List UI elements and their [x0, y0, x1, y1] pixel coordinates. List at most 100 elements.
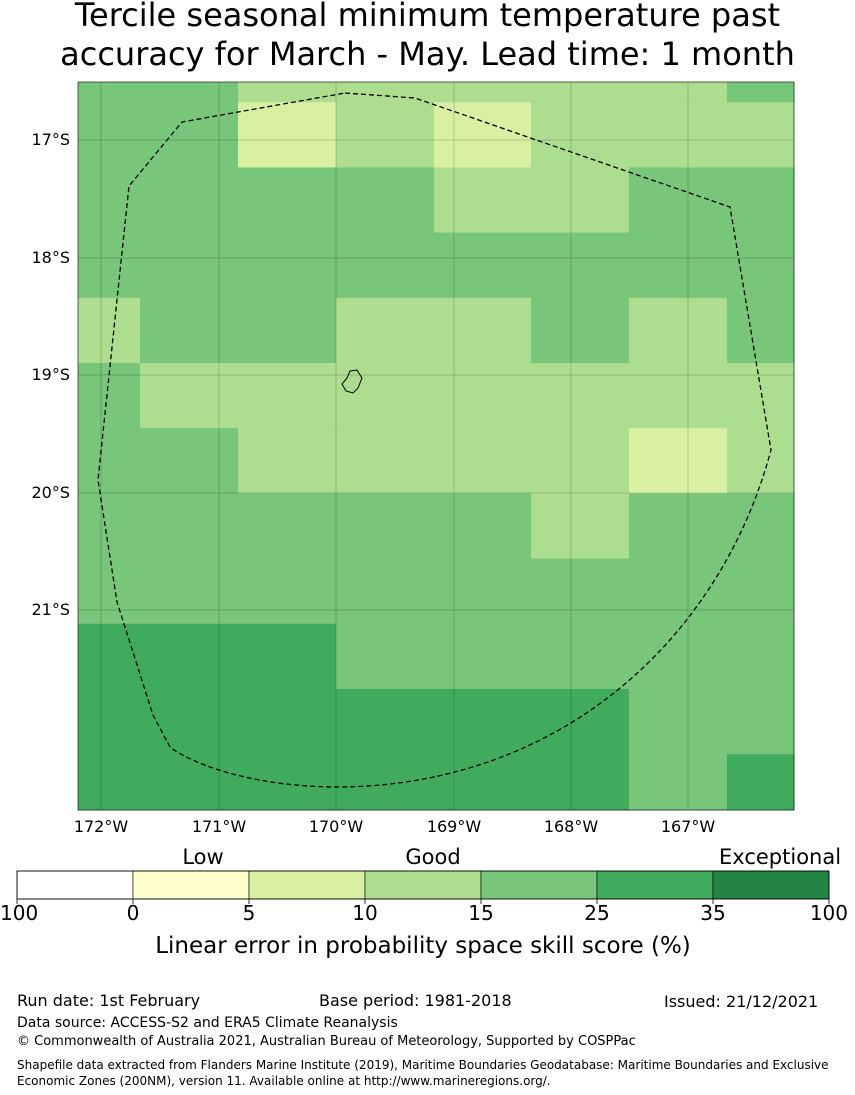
grid-cell [238, 363, 337, 429]
lon-label: 168°W [544, 817, 599, 836]
grid-cell [140, 82, 239, 103]
grid-cell [629, 363, 728, 429]
grid-cell [140, 623, 239, 690]
grid-cell [434, 493, 532, 560]
colorbar-tick-label: 10 [352, 901, 377, 925]
base-period: Base period: 1981-2018 [319, 991, 512, 1010]
grid-cell [78, 623, 141, 690]
grid-cell [336, 428, 435, 494]
grid-cell [727, 493, 795, 560]
colorbar-ticks: 100 0 5 10 15 25 35 100 [0, 899, 848, 925]
grid-cell [727, 82, 795, 103]
grid-cell [629, 82, 728, 103]
grid-cell [629, 297, 728, 364]
colorbar: Low Good Exceptional 100 0 5 10 15 25 35 100 Li… [0, 845, 848, 959]
issued-date: Issued: 21/12/2021 [664, 992, 819, 1011]
grid-cell [434, 297, 532, 364]
grid-cell [140, 754, 239, 811]
grid-cell [140, 167, 239, 234]
colorbar-swatch [480, 870, 598, 900]
grid-cell [629, 754, 728, 811]
grid-cell [336, 297, 435, 364]
lat-label: 21°S [31, 600, 70, 619]
grid-cell [531, 363, 630, 429]
colorbar-swatch [248, 870, 366, 900]
grid-cell [434, 102, 532, 168]
grid-cell [336, 102, 435, 168]
shapefile-note-2: Economic Zones (200NM), version 11. Avai… [17, 1074, 551, 1088]
copyright: © Commonwealth of Australia 2021, Austra… [17, 1034, 636, 1049]
skill-grid [78, 82, 795, 811]
colorbar-swatch [364, 870, 482, 900]
grid-cell [238, 689, 337, 755]
grid-cell [727, 167, 795, 234]
grid-cell [238, 167, 337, 234]
grid-cell [727, 754, 795, 811]
grid-cell [238, 558, 337, 625]
title-line-2: accuracy for March - May. Lead time: 1 m… [60, 35, 795, 73]
lon-label: 172°W [74, 817, 129, 836]
colorbar-tick-label: 5 [243, 901, 256, 925]
colorbar-label: Linear error in probability space skill … [155, 933, 691, 959]
colorbar-tick-label: 35 [700, 901, 725, 925]
grid-cell [629, 558, 728, 625]
grid-cell [629, 689, 728, 755]
title-line-1: Tercile seasonal minimum temperature pas… [74, 0, 781, 34]
grid-cell [531, 167, 630, 234]
grid-cell [434, 428, 532, 494]
grid-cell [531, 689, 630, 755]
grid-cell [434, 167, 532, 234]
grid-cell [434, 623, 532, 690]
grid-cell [78, 102, 141, 168]
colorbar-swatch [132, 870, 250, 900]
lon-label: 170°W [309, 817, 364, 836]
grid-cell [336, 558, 435, 625]
grid-cell [78, 167, 141, 234]
grid-cell [434, 363, 532, 429]
grid-cell [727, 232, 795, 299]
grid-cell [238, 428, 337, 494]
lat-label: 18°S [31, 248, 70, 267]
category-low: Low [182, 845, 223, 869]
grid-cell [434, 232, 532, 299]
grid-cell [140, 297, 239, 364]
grid-cell [238, 297, 337, 364]
grid-cell [336, 363, 435, 429]
grid-cell [238, 754, 337, 811]
grid-cell [727, 363, 795, 429]
grid-cell [531, 428, 630, 494]
grid-cell [727, 558, 795, 625]
grid-cell [629, 232, 728, 299]
grid-cell [140, 102, 239, 168]
grid-cell [531, 232, 630, 299]
colorbar-tick-label: 15 [468, 901, 493, 925]
grid-cell [336, 689, 435, 755]
grid-cell [336, 167, 435, 234]
grid-cell [78, 232, 141, 299]
grid-cell [434, 754, 532, 811]
grid-cell [531, 102, 630, 168]
grid-cell [434, 82, 532, 103]
category-good: Good [405, 845, 460, 869]
latitude-labels: 17°S 18°S 19°S 20°S 21°S [31, 130, 70, 619]
grid-cell [78, 428, 141, 494]
grid-cell [434, 558, 532, 625]
run-date: Run date: 1st February [17, 991, 201, 1010]
colorbar-swatches [16, 870, 830, 900]
lon-label: 171°W [192, 817, 247, 836]
grid-cell [140, 232, 239, 299]
grid-cell [531, 754, 630, 811]
grid-cell [140, 493, 239, 560]
grid-cell [531, 493, 630, 560]
grid-cell [238, 82, 337, 103]
data-source: Data source: ACCESS-S2 and ERA5 Climate … [17, 1015, 398, 1031]
grid-cell [727, 689, 795, 755]
grid-cell [629, 493, 728, 560]
colorbar-frame [16, 870, 830, 900]
grid-cell [531, 558, 630, 625]
grid-cell [629, 428, 728, 494]
lat-label: 19°S [31, 365, 70, 384]
grid-cell [434, 689, 532, 755]
grid-cell [336, 232, 435, 299]
